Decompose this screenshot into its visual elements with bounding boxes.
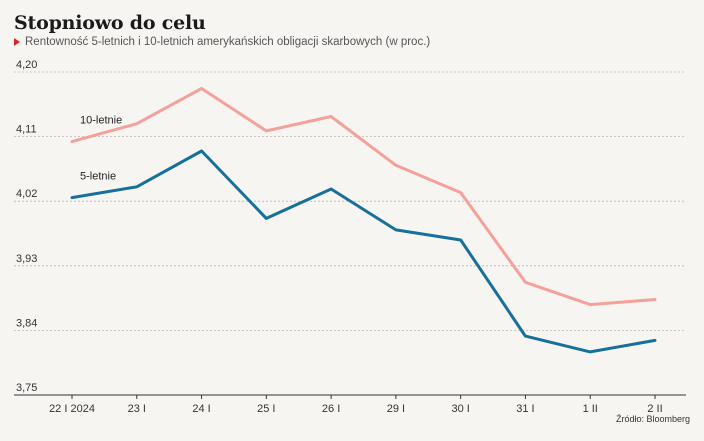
chart-subtitle-text: Rentowność 5-letnich i 10-letnich ameryk…	[25, 36, 431, 48]
source-note: Źródło: Bloomberg	[615, 414, 690, 424]
series-line-5-letnie	[70, 149, 657, 354]
series-line-10-letnie	[70, 87, 657, 307]
chart-subtitle: Rentowność 5-letnich i 10-letnich ameryk…	[14, 36, 430, 48]
y-axis-ticks: 4,20 4,11 4,02 3,93 3,84 3,75	[16, 59, 37, 394]
x-tick-label: 24 I	[192, 403, 210, 415]
x-tick-label: 23 I	[128, 403, 146, 415]
x-tick-label: 2 II	[647, 403, 662, 415]
series-labels: 10-letnie 5-letnie	[80, 115, 122, 183]
series-label: 10-letnie	[80, 115, 122, 127]
x-tick-label: 31 I	[516, 403, 534, 415]
y-tick-label: 4,11	[16, 124, 37, 136]
x-axis-ticks: 22 I 2024 23 I 24 I 25 I 26 I 29 I 30 I 31 I 1 I…	[49, 395, 663, 415]
x-tick-label: 25 I	[257, 403, 275, 415]
x-tick-label: 22 I 2024	[49, 403, 95, 415]
y-tick-label: 3,75	[16, 382, 37, 394]
y-tick-label: 3,93	[16, 253, 37, 265]
chart-title: Stopniowo do celu	[14, 12, 206, 34]
x-tick-label: 29 I	[387, 403, 405, 415]
series-label: 5-letnie	[80, 171, 116, 183]
x-tick-label: 26 I	[322, 403, 340, 415]
y-tick-label: 3,84	[16, 317, 37, 329]
x-tick-label: 1 II	[583, 403, 598, 415]
y-tick-label: 4,20	[16, 59, 37, 71]
red-triangle-icon	[14, 38, 20, 46]
y-tick-label: 4,02	[16, 188, 37, 200]
series-lines	[70, 87, 657, 354]
x-tick-label: 30 I	[451, 403, 469, 415]
